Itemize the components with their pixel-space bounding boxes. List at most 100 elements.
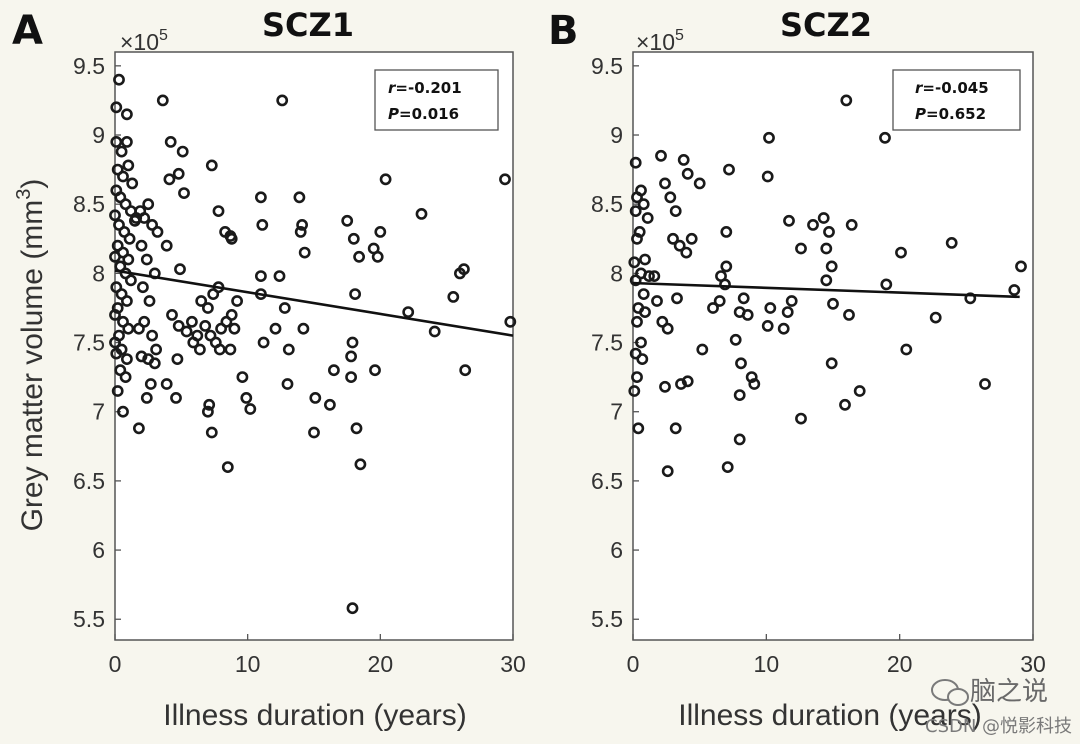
panel-a-data-point: [193, 343, 206, 356]
panel-b-x-tick-label: 10: [754, 651, 780, 677]
panel-b-data-point: [680, 246, 693, 259]
panel-b-x-tick-label: 30: [1020, 651, 1046, 677]
panel-a-y-tick-label: 5.5: [73, 606, 105, 632]
panel-b-data-point: [720, 225, 733, 238]
panel-a-data-point: [110, 347, 123, 360]
panel-a-data-point: [231, 295, 243, 307]
panel-b-data-point: [661, 465, 674, 478]
panel-b-data-point: [761, 170, 774, 183]
panel-a-data-point: [374, 225, 387, 238]
panel-b-data-point: [721, 461, 734, 473]
panel-b-x-tick-label: 20: [887, 651, 913, 677]
panel-b-r-value: =-0.045: [922, 79, 988, 97]
panel-b-data-point: [839, 398, 851, 411]
wechat-icon: [931, 679, 969, 706]
panel-a-data-point: [350, 422, 363, 435]
panel-a-x-tick-label: 0: [109, 651, 122, 677]
panel-a-multiplier: ×105: [120, 27, 168, 55]
panel-a-data-point: [294, 225, 307, 238]
panel-b-data-point: [825, 260, 838, 273]
panel-b-stats-box: r=-0.045 P=0.652: [892, 69, 1021, 131]
panel-a: A SCZ1 ×105 5.566.577.588.599.5 0 10 20 30 …: [12, 6, 526, 732]
panel-b-data-point: [879, 131, 891, 144]
panel-a-data-point: [144, 378, 157, 390]
panel-a-data-point: [499, 173, 511, 186]
panel-a-data-point: [156, 94, 169, 107]
panel-b-data-point: [667, 232, 679, 245]
panel-b-data-point: [723, 163, 735, 176]
panel-b-data-point: [675, 378, 687, 390]
panel-a-data-point: [282, 343, 295, 356]
panel-b-r-label: r: [915, 79, 924, 97]
panel-b-data-point: [1008, 284, 1021, 296]
panel-a-data-point: [113, 73, 125, 86]
panel-b-data-point: [845, 218, 858, 231]
panel-a-data-point: [298, 246, 311, 259]
panel-b-data-point: [628, 256, 641, 269]
panel-b-data-point: [629, 205, 642, 217]
multiplier-base: ×10: [120, 29, 159, 55]
panel-b-y-tick-label: 8: [610, 260, 623, 286]
panel-b-data-point: [661, 322, 674, 335]
panel-a-data-point: [160, 239, 173, 252]
panel-a-p-value: =0.016: [399, 105, 459, 123]
panel-a-x-axis: 0 10 20 30: [109, 634, 526, 677]
panel-b-data-point: [1015, 260, 1027, 273]
panel-a-data-point: [341, 214, 354, 227]
panel-a-data-point: [297, 322, 310, 335]
panel-b-data-point: [964, 292, 977, 305]
panel-a-data-point: [121, 353, 133, 365]
panel-a-title: SCZ1: [262, 6, 354, 44]
panel-b-data-point: [677, 153, 690, 166]
panel-b-data-point: [693, 177, 706, 190]
panel-a-data-point: [146, 218, 158, 231]
panel-a-data-point: [224, 343, 237, 356]
panel-a-data-point: [121, 135, 133, 148]
panel-a-data-point: [123, 232, 136, 245]
panel-b-x-tick-label: 0: [627, 651, 640, 677]
panel-b-data-point: [631, 191, 643, 204]
panel-a-data-point: [309, 391, 322, 404]
panel-b-x-label: Illness duration (years): [678, 699, 981, 732]
panel-b-data-point: [713, 295, 726, 307]
panel-b-data-point: [659, 177, 671, 190]
panel-b-data-point: [807, 218, 819, 231]
panel-b-data-point: [696, 343, 709, 356]
panel-b-data-point: [820, 274, 833, 287]
watermark-brand: 脑之说: [970, 677, 1048, 707]
panel-a-data-point: [371, 250, 384, 263]
panel-a-data-point: [124, 274, 137, 287]
panel-b-data-point: [737, 292, 750, 305]
panel-a-data-point: [293, 191, 306, 204]
panel-a-data-point: [121, 108, 133, 121]
panel-a-data-point: [135, 350, 148, 363]
multiplier-exp: 5: [675, 27, 684, 44]
panel-a-y-tick-label: 8.5: [73, 191, 105, 217]
panel-a-data-point: [281, 378, 294, 390]
panel-a-x-label: Illness duration (years): [163, 699, 466, 732]
panel-a-data-point: [308, 426, 320, 439]
panel-b-data-point: [748, 378, 761, 390]
panel-a-y-tick-label: 6.5: [73, 468, 105, 494]
panel-a-data-point: [354, 458, 367, 471]
panel-b-data-point: [720, 260, 733, 273]
panel-a-data-point: [327, 364, 340, 377]
panel-a-fit-line: [114, 269, 514, 337]
panel-a-data-point: [457, 263, 470, 276]
panel-a-data-point: [201, 405, 214, 418]
panel-a-y-tick-label: 6: [92, 537, 105, 563]
panel-a-data-point: [323, 398, 336, 411]
panel-a-stats-box: r=-0.201 P=0.016: [374, 69, 499, 131]
panel-b-y-tick-label: 6.5: [591, 468, 623, 494]
panel-b-data-point: [637, 288, 650, 300]
panel-a-data-point: [345, 371, 357, 383]
panel-a-data-point: [142, 198, 155, 211]
watermark: 脑之说 CSDN @悦影科技: [925, 677, 1072, 737]
panel-b-multiplier: ×105: [636, 27, 684, 55]
multiplier-base: ×10: [636, 29, 675, 55]
panel-a-data-point: [349, 288, 361, 300]
panel-a-data-point: [110, 135, 123, 148]
panel-a-data-point: [201, 302, 214, 314]
panel-a-data-point: [225, 232, 238, 245]
panel-b-data-point: [895, 246, 907, 259]
